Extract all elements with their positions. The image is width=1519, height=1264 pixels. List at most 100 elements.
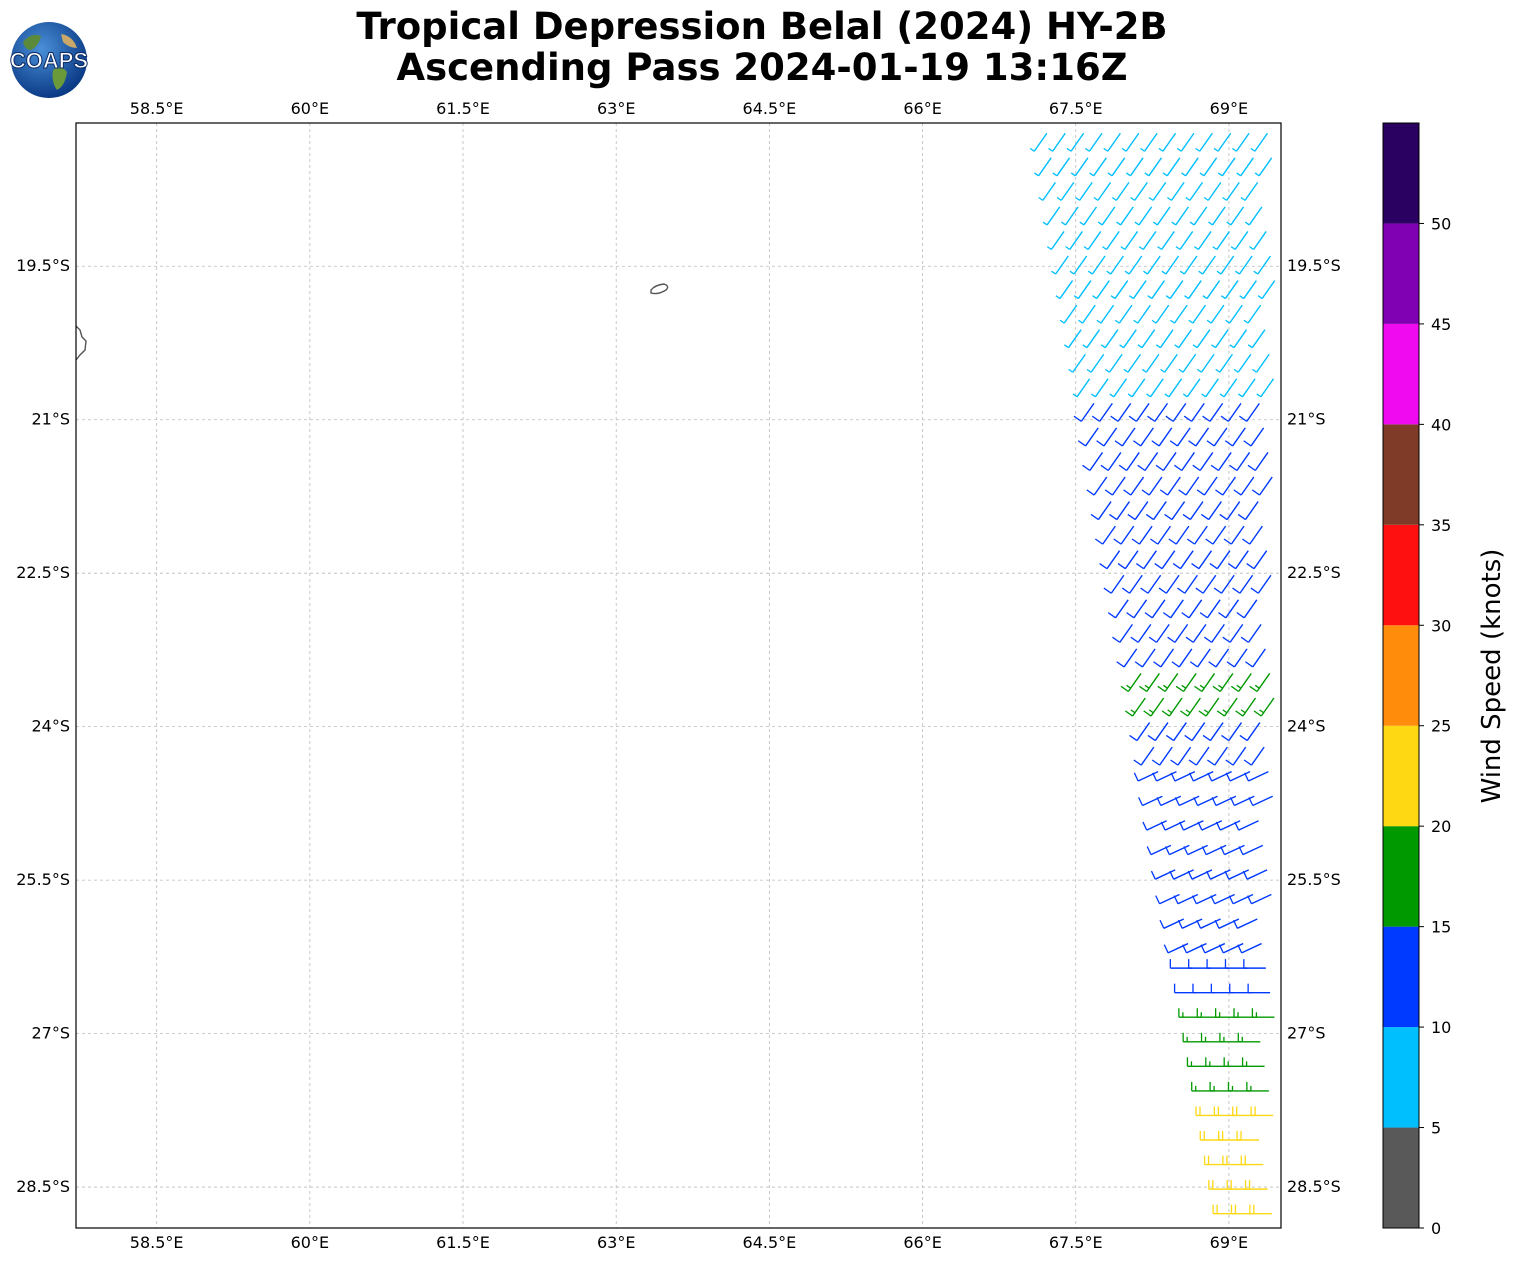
wind-barb [1196, 476, 1218, 496]
wind-barb [1237, 501, 1259, 521]
wind-barb [1064, 329, 1082, 349]
wind-barb [1188, 746, 1210, 766]
wind-barb [1178, 476, 1200, 496]
wind-barb [1094, 525, 1116, 545]
wind-barb [1229, 329, 1248, 349]
wind-barb [1211, 795, 1237, 807]
wind-barb [1141, 476, 1163, 496]
wind-barb [1222, 181, 1240, 201]
lat-tick-label-left: 24°S [31, 717, 70, 736]
lat-tick-label-left: 27°S [31, 1024, 70, 1043]
colorbar-bin [1383, 123, 1419, 224]
wind-barb [1141, 353, 1160, 373]
wind-barb [1208, 206, 1226, 226]
wind-barb [1120, 673, 1142, 693]
wind-barb [1244, 206, 1263, 226]
wind-barb [1096, 427, 1118, 447]
wind-barb [1089, 157, 1107, 177]
lat-tick-label-left: 25.5°S [16, 870, 70, 889]
wind-barb [1188, 771, 1214, 782]
wind-barb [1230, 673, 1252, 693]
colorbar-bin [1383, 625, 1419, 726]
wind-barb [1215, 820, 1241, 831]
wind-barb [1205, 525, 1227, 545]
wind-barb [1203, 181, 1222, 201]
wind-barb [1046, 231, 1065, 251]
wind-barb [1051, 255, 1069, 275]
lon-tick-label-bottom: 61.5°E [436, 1233, 490, 1252]
wind-barb [1223, 525, 1245, 545]
wind-barb [1110, 402, 1132, 422]
wind-barb [1175, 231, 1194, 251]
wind-barb [1160, 353, 1178, 373]
wind-barb [1066, 132, 1085, 152]
wind-barb [1194, 673, 1216, 693]
wind-barb [1164, 844, 1190, 856]
wind-barb [1180, 697, 1201, 717]
colorbar-tick-label: 30 [1431, 616, 1451, 635]
wind-barb [1136, 550, 1157, 570]
lon-tick-label-top: 67.5°E [1049, 99, 1103, 118]
axis-ticks: 58.5°E 58.5°E 60°E 60°E 61.5°E 61.5°E 63°E 63°E… [16, 99, 1341, 1252]
lat-tick-label-left: 19.5°S [16, 256, 70, 275]
wind-barb [1154, 550, 1176, 570]
colorbar-bin [1383, 424, 1419, 525]
wind-barb [1208, 648, 1230, 668]
wind-barb [1193, 795, 1218, 807]
wind-barb [1202, 722, 1224, 742]
lon-tick-label-bottom: 69°E [1210, 1233, 1248, 1252]
colorbar-bin [1383, 223, 1419, 324]
wind-barb [1100, 452, 1122, 472]
wind-barb [1125, 157, 1144, 177]
wind-barb [1165, 280, 1184, 300]
island-mauritius-edge [75, 325, 87, 361]
wind-barb [1151, 304, 1170, 324]
wind-barb [1059, 304, 1078, 324]
wind-barb [1097, 206, 1116, 226]
wind-barb [1181, 599, 1203, 619]
wind-barb [1250, 132, 1269, 152]
wind-barb [1201, 378, 1219, 398]
wind-barb [1143, 697, 1165, 717]
wind-barb [1220, 844, 1245, 856]
wind-barb [1251, 476, 1273, 496]
wind-barb [1114, 427, 1136, 447]
map-title-line-1: Tropical Depression Belal (2024) HY-2B [356, 5, 1168, 48]
lat-tick-label-right: 28.5°S [1287, 1177, 1341, 1196]
colorbar-tick-label: 25 [1431, 717, 1451, 736]
wind-barb [1226, 206, 1245, 226]
wind-barb [1133, 771, 1159, 782]
wind-barb [1124, 255, 1143, 275]
wind-barb [1207, 771, 1232, 782]
wind-barb [1065, 231, 1083, 251]
wind-barb [1237, 942, 1262, 954]
lon-tick-label-top: 64.5°E [743, 99, 797, 118]
wind-barb [1146, 844, 1172, 856]
wind-barb [1138, 795, 1163, 807]
colorbar-bin [1383, 826, 1419, 927]
colorbar-tick-label: 50 [1431, 214, 1451, 233]
wind-barb [1201, 844, 1227, 856]
wind-barb [1198, 255, 1216, 275]
wind-barb [1096, 304, 1115, 324]
wind-barb [1155, 452, 1177, 472]
wind-barb [1073, 402, 1095, 422]
wind-barb [1075, 181, 1093, 201]
wind-barb [1222, 623, 1244, 643]
lon-tick-label-top: 58.5°E [130, 99, 184, 118]
lat-tick-label-left: 22.5°S [16, 563, 70, 582]
wind-barb [1112, 623, 1134, 643]
wind-barb [1185, 181, 1204, 201]
wind-barb [1143, 255, 1161, 275]
wind-barb [1160, 820, 1186, 831]
wind-barb [1189, 648, 1211, 668]
wind-barbs [1029, 132, 1276, 1215]
wind-barb [1082, 329, 1101, 349]
wind-barb [1226, 648, 1248, 668]
wind-barb [1256, 378, 1275, 398]
logo-text: COAPS [10, 48, 88, 73]
wind-barb [1218, 599, 1240, 619]
wind-barb [1128, 402, 1150, 422]
wind-barb [1144, 157, 1163, 177]
wind-barb [1182, 501, 1204, 521]
